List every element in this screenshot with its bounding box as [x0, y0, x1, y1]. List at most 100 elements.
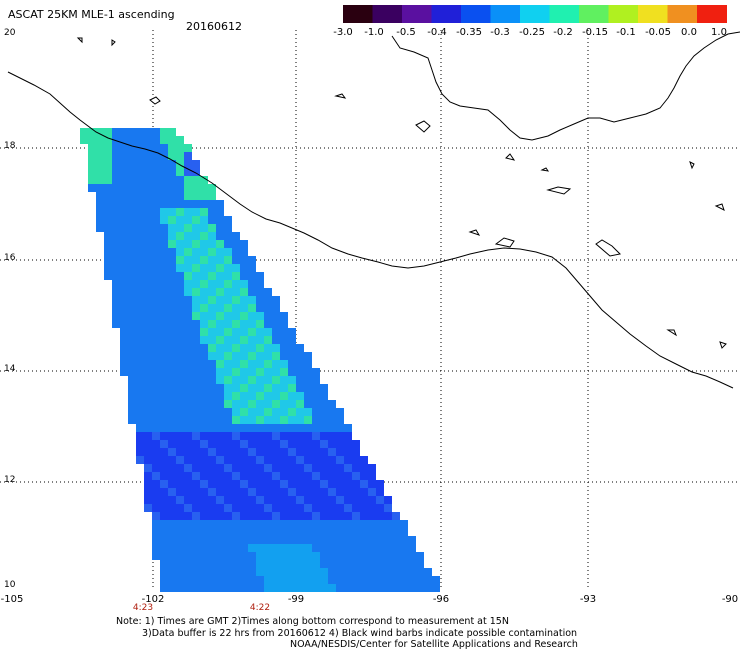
swath-cell [208, 360, 216, 368]
swath-cell [192, 528, 200, 536]
swath-cell [144, 288, 152, 296]
swath-cell [328, 496, 336, 504]
swath-cell [368, 584, 376, 592]
swath-cell [232, 384, 240, 392]
swath-cell [160, 248, 168, 256]
swath-cell [208, 520, 216, 528]
swath-cell [296, 352, 304, 360]
swath-cell [176, 448, 184, 456]
swath-cell [240, 424, 248, 432]
swath-cell [232, 296, 240, 304]
swath-cell [104, 136, 112, 144]
swath-cell [152, 232, 160, 240]
swath-cell [360, 536, 368, 544]
swath-cell [200, 456, 208, 464]
swath-cell [160, 160, 168, 168]
swath-cell [112, 280, 120, 288]
swath-cell [264, 576, 272, 584]
swath-cell [312, 496, 320, 504]
swath-cell [168, 568, 176, 576]
swath-cell [88, 176, 96, 184]
swath-cell [200, 416, 208, 424]
swath-cell [272, 416, 280, 424]
swath-cell [224, 504, 232, 512]
swath-cell [176, 336, 184, 344]
swath-cell [304, 416, 312, 424]
swath-cell [224, 392, 232, 400]
swath-cell [224, 536, 232, 544]
swath-cell [136, 216, 144, 224]
swath-cell [336, 416, 344, 424]
swath-cell [336, 480, 344, 488]
swath-cell [240, 280, 248, 288]
swath-cell [416, 584, 424, 592]
swath-cell [240, 544, 248, 552]
swath-cell [288, 360, 296, 368]
swath-cell [208, 584, 216, 592]
swath-cell [224, 232, 232, 240]
swath-cell [288, 552, 296, 560]
swath-cell [160, 328, 168, 336]
swath-cell [288, 416, 296, 424]
swath-cell [192, 480, 200, 488]
swath-cell [176, 368, 184, 376]
swath-cell [152, 136, 160, 144]
swath-cell [192, 224, 200, 232]
swath-cell [256, 568, 264, 576]
time-label: 4:22 [249, 603, 271, 613]
swath-cell [200, 288, 208, 296]
swath-cell [192, 336, 200, 344]
swath-cell [112, 184, 120, 192]
swath-cell [264, 504, 272, 512]
swath-cell [136, 408, 144, 416]
swath-cell [128, 304, 136, 312]
swath-cell [240, 432, 248, 440]
swath-cell [232, 440, 240, 448]
swath-cell [312, 560, 320, 568]
note-line-1: Note: 1) Times are GMT 2)Times along bot… [116, 616, 509, 627]
swath-cell [184, 144, 192, 152]
swath-cell [384, 544, 392, 552]
swath-cell [184, 208, 192, 216]
swath-cell [160, 360, 168, 368]
swath-cell [224, 296, 232, 304]
swath-cell [208, 568, 216, 576]
swath-cell [192, 456, 200, 464]
colorbar-label: -0.35 [456, 27, 482, 38]
swath-cell [176, 536, 184, 544]
swath-cell [208, 448, 216, 456]
swath-cell [168, 512, 176, 520]
swath-cell [256, 504, 264, 512]
swath-cell [144, 328, 152, 336]
swath-cell [176, 280, 184, 288]
swath-cell [208, 456, 216, 464]
swath-cell [176, 208, 184, 216]
swath-cell [312, 480, 320, 488]
swath-cell [152, 392, 160, 400]
swath-cell [256, 392, 264, 400]
swath-cell [280, 488, 288, 496]
swath-cell [224, 256, 232, 264]
swath-cell [136, 152, 144, 160]
swath-cell [296, 376, 304, 384]
swath-cell [256, 328, 264, 336]
swath-cell [200, 360, 208, 368]
swath-cell [120, 128, 128, 136]
swath-cell [336, 464, 344, 472]
swath-cell [208, 280, 216, 288]
swath-cell [176, 432, 184, 440]
swath-cell [208, 240, 216, 248]
swath-cell [224, 312, 232, 320]
swath-cell [104, 200, 112, 208]
swath-cell [200, 520, 208, 528]
swath-cell [192, 296, 200, 304]
swath-cell [248, 296, 256, 304]
swath-cell [288, 488, 296, 496]
swath-cell [328, 544, 336, 552]
swath-cell [184, 384, 192, 392]
swath-cell [208, 528, 216, 536]
swath-cell [256, 296, 264, 304]
swath-cell [320, 552, 328, 560]
swath-cell [184, 520, 192, 528]
swath-cell [376, 528, 384, 536]
